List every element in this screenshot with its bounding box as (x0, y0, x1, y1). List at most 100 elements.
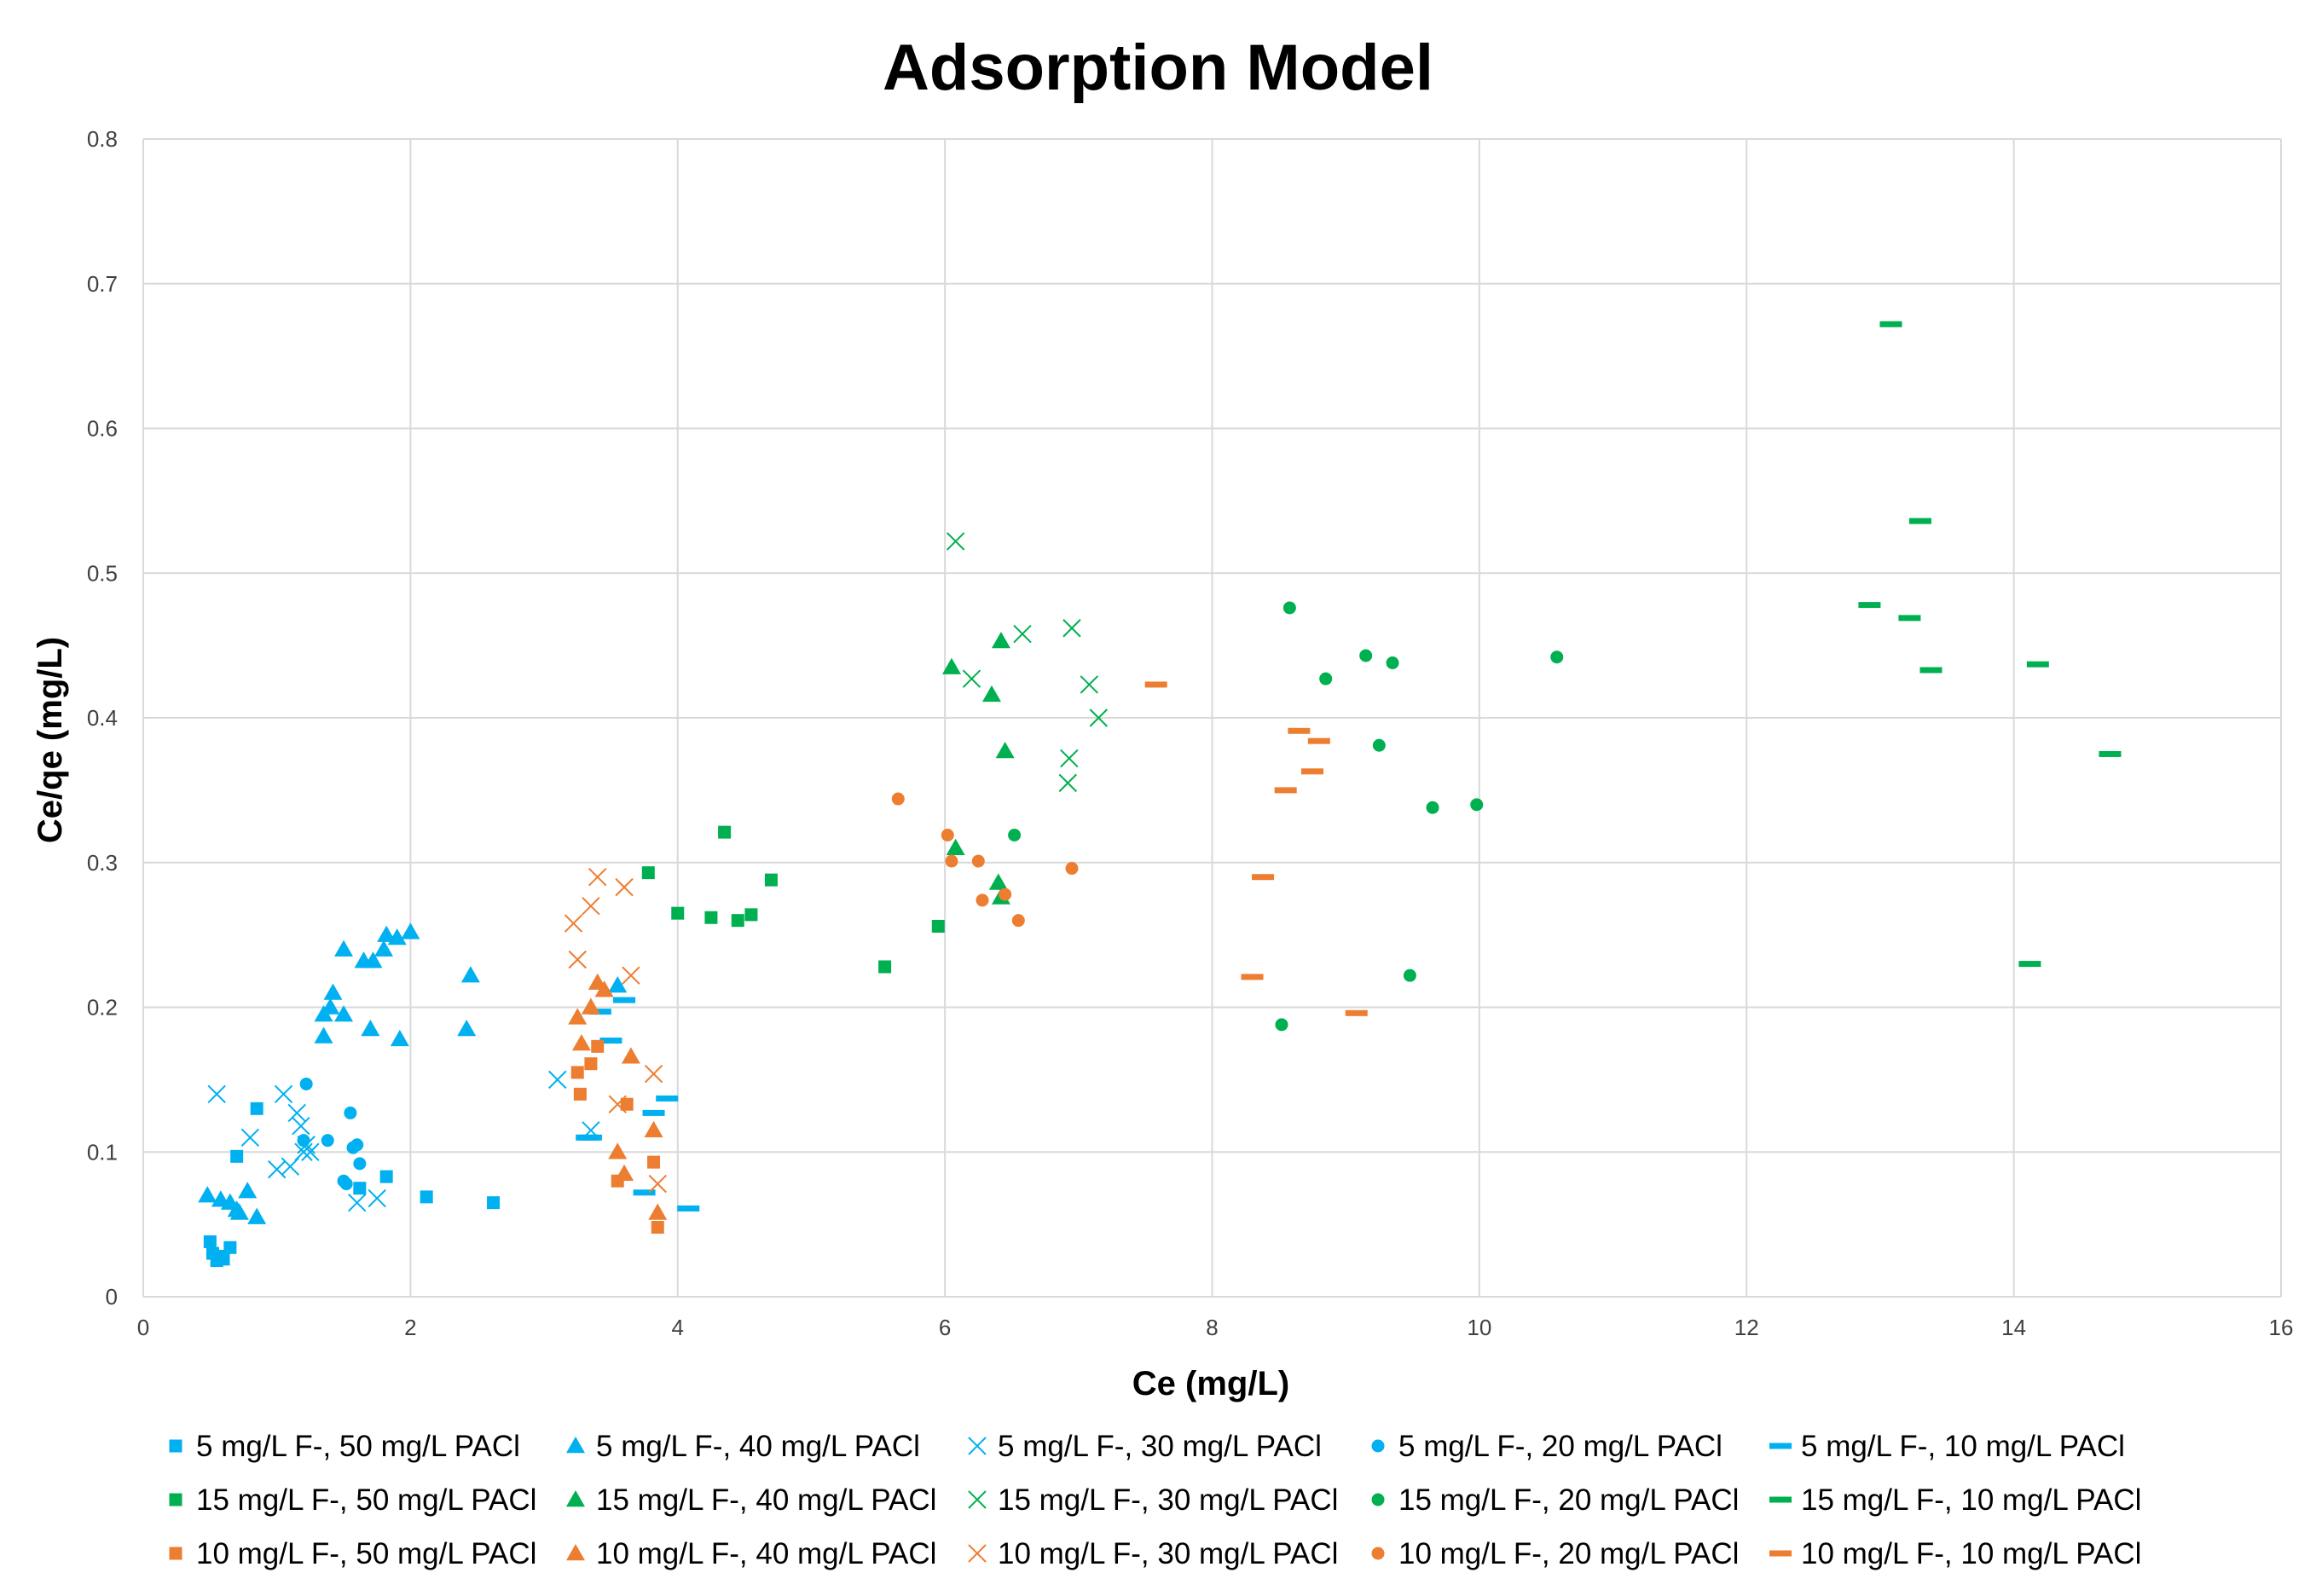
data-point (323, 983, 343, 1000)
data-point (568, 1008, 588, 1025)
data-point (353, 1182, 367, 1195)
legend-label: 15 mg/L F-, 20 mg/L PACl (1398, 1483, 1739, 1517)
data-point (579, 1134, 602, 1141)
legend-marker (1769, 1496, 1792, 1503)
data-point (570, 1066, 584, 1079)
data-point (878, 960, 892, 974)
data-point (374, 940, 394, 957)
x-tick-label: 10 (1467, 1315, 1491, 1340)
data-point (230, 1149, 244, 1163)
gridlines (142, 138, 2282, 1298)
data-point (314, 1026, 333, 1044)
legend-label: 5 mg/L F-, 40 mg/L PACl (596, 1430, 920, 1463)
data-point (744, 908, 758, 922)
legend-item: 5 mg/L F-, 50 mg/L PACl (169, 1430, 520, 1463)
x-tick-label: 8 (1206, 1315, 1218, 1340)
data-point (299, 1077, 313, 1090)
data-point (594, 980, 614, 998)
data-point (420, 1190, 433, 1204)
legend-label: 15 mg/L F-, 30 mg/L PACl (998, 1483, 1338, 1517)
data-point (945, 854, 958, 868)
y-tick-label: 0.8 (87, 126, 118, 152)
axes: 0 2 4 6 8 10 12 14 16 0 0.1 0.2 0.3 0.4 0.5 0.6 0.7 0.8 (87, 126, 2294, 1340)
data-point (217, 1252, 230, 1266)
series-12 (568, 973, 668, 1220)
data-point (656, 1095, 679, 1102)
legend-item: 10 mg/L F-, 40 mg/L PACl (566, 1537, 936, 1570)
legend-item: 15 mg/L F-, 40 mg/L PACl (566, 1483, 936, 1517)
x-tick-label: 14 (2001, 1315, 2026, 1340)
data-point (390, 1029, 409, 1047)
data-point (334, 1004, 354, 1022)
data-point (1919, 667, 1943, 674)
legend-label: 10 mg/L F-, 30 mg/L PACl (998, 1537, 1338, 1570)
data-point (203, 1235, 217, 1248)
data-point (347, 1193, 367, 1212)
legend-item: 5 mg/L F-, 20 mg/L PACl (1371, 1430, 1723, 1463)
data-point (573, 1087, 587, 1101)
data-point (198, 1186, 217, 1203)
data-point (1319, 672, 1333, 685)
data-point (615, 877, 634, 897)
data-point (321, 1134, 334, 1148)
data-point (339, 1177, 353, 1191)
series-9 (1008, 601, 1564, 1032)
legend-marker (1769, 1550, 1792, 1557)
data-point (891, 792, 905, 806)
data-point (941, 828, 954, 841)
data-point (401, 922, 420, 940)
data-point (581, 998, 600, 1015)
legend-marker (566, 1490, 585, 1507)
data-point (1288, 727, 1311, 734)
data-point (644, 1120, 663, 1138)
legend-marker (169, 1493, 182, 1506)
series-3 (207, 1070, 600, 1212)
data-point (1403, 969, 1416, 982)
data-point (240, 1128, 260, 1147)
data-point (287, 1103, 306, 1123)
data-point (571, 1033, 591, 1051)
data-point (1065, 862, 1079, 876)
data-point (647, 1155, 661, 1169)
data-point (599, 1038, 622, 1044)
data-point (460, 966, 480, 983)
y-tick-label: 0.2 (87, 995, 118, 1021)
legend-marker (968, 1437, 987, 1455)
data-point (931, 919, 945, 933)
legend-item: 10 mg/L F-, 30 mg/L PACl (968, 1537, 1338, 1570)
data-point (564, 914, 583, 933)
data-point (238, 1182, 258, 1199)
data-point (1550, 651, 1564, 664)
data-point (292, 1116, 310, 1136)
data-point (1252, 874, 1275, 881)
data-point (1274, 787, 1297, 794)
data-point (1345, 1009, 1368, 1016)
data-point (962, 669, 981, 688)
data-point (1359, 649, 1373, 662)
data-point (387, 928, 407, 945)
data-point (247, 1207, 267, 1224)
series-1 (203, 1102, 501, 1268)
data-point (321, 998, 340, 1015)
data-point (1879, 321, 1902, 327)
legend-label: 15 mg/L F-, 10 mg/L PACl (1801, 1483, 2141, 1517)
legend-item: 15 mg/L F-, 30 mg/L PACl (968, 1483, 1338, 1517)
legend-marker (968, 1544, 987, 1563)
data-point (995, 742, 1015, 759)
data-point (368, 1188, 386, 1208)
data-point (1013, 624, 1032, 644)
data-point (297, 1134, 310, 1148)
data-point (641, 866, 655, 880)
data-point (1908, 518, 1931, 524)
data-point (718, 825, 732, 839)
data-point (1301, 768, 1324, 775)
legend-item: 5 mg/L F-, 10 mg/L PACl (1769, 1430, 2125, 1463)
data-point (548, 1070, 567, 1090)
data-point (487, 1196, 501, 1210)
data-point (1144, 681, 1167, 688)
x-tick-label: 2 (404, 1315, 416, 1340)
data-point (334, 940, 354, 957)
data-point (1080, 675, 1099, 694)
data-point (1372, 738, 1386, 752)
